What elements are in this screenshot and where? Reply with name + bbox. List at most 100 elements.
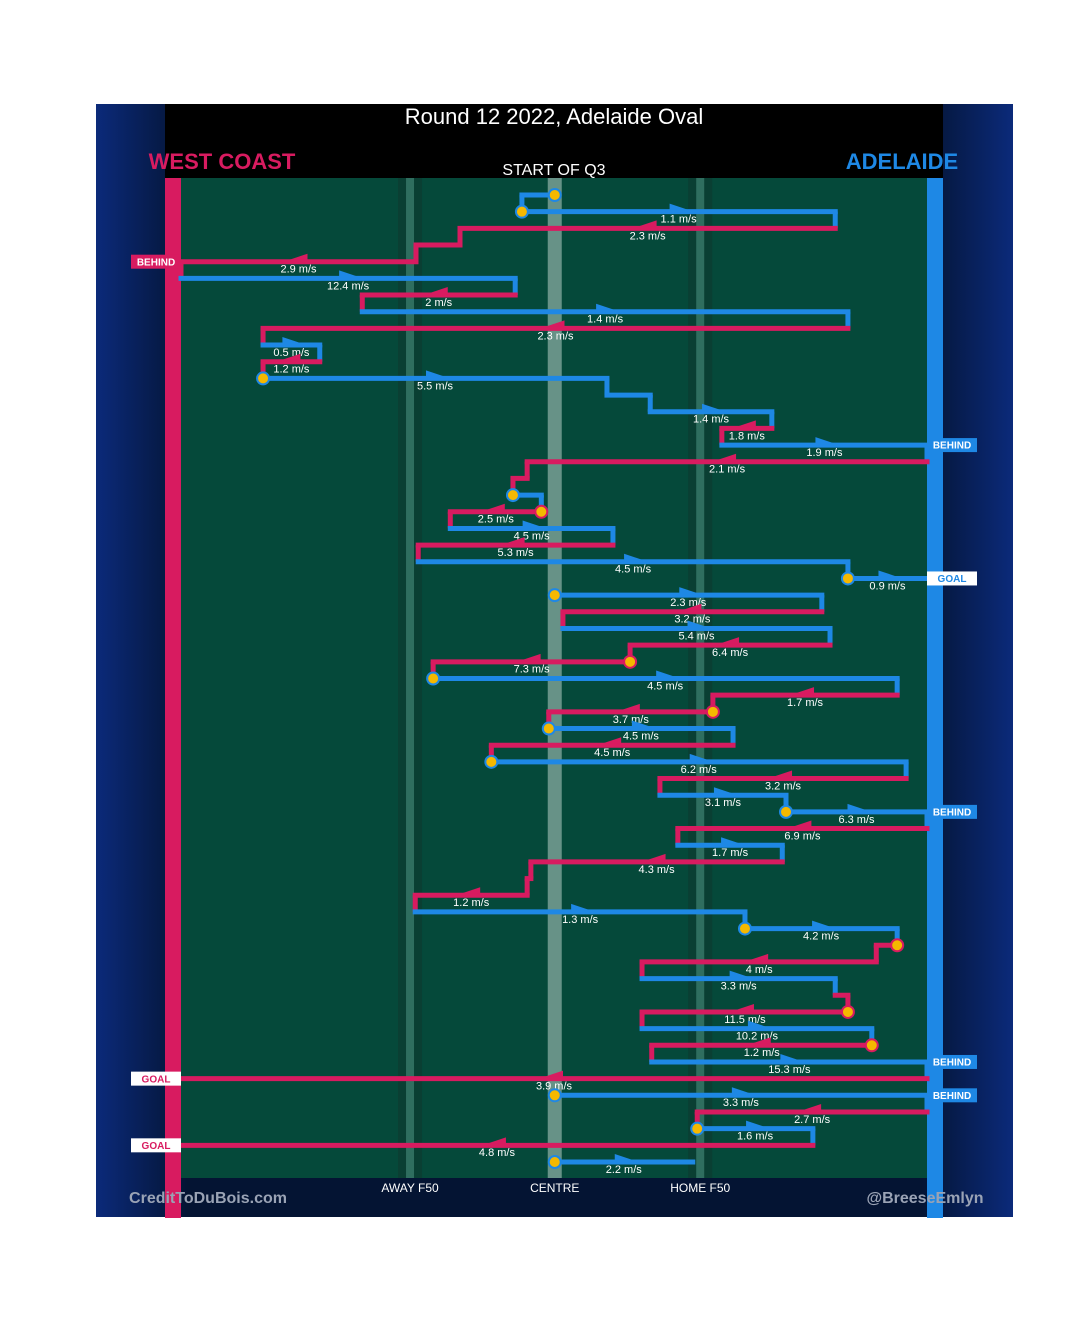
direction-arrow bbox=[487, 1137, 506, 1144]
result-box bbox=[927, 438, 977, 453]
result-box bbox=[927, 804, 977, 819]
speed-label: 1.6 m/s bbox=[737, 1131, 774, 1143]
team-name: WEST COAST bbox=[149, 149, 296, 174]
speed-label: 5.5 m/s bbox=[417, 380, 454, 392]
speed-label: 3.3 m/s bbox=[721, 981, 758, 993]
stoppage-dot bbox=[484, 754, 499, 769]
speed-label: 6.4 m/s bbox=[712, 647, 749, 659]
credit: CreditToDuBois.com bbox=[129, 1190, 287, 1207]
direction-arrow bbox=[624, 553, 643, 560]
stoppage-dot bbox=[623, 654, 638, 669]
speed-label: 7.3 m/s bbox=[514, 664, 551, 676]
result-box bbox=[927, 571, 977, 586]
zone-label: AWAY F50 bbox=[381, 1181, 439, 1195]
direction-arrow bbox=[731, 1087, 750, 1094]
direction-arrow bbox=[631, 720, 650, 727]
speed-label: 12.4 m/s bbox=[327, 280, 370, 292]
direction-arrow bbox=[522, 653, 541, 660]
speed-label: 1.8 m/s bbox=[729, 430, 766, 442]
result-box bbox=[131, 1138, 181, 1153]
direction-arrow bbox=[656, 670, 675, 677]
direction-arrow bbox=[878, 570, 897, 577]
result-label: BEHIND bbox=[933, 441, 971, 452]
speed-label: 1.9 m/s bbox=[806, 447, 843, 459]
direction-arrow bbox=[282, 337, 301, 344]
stoppage-dot bbox=[737, 921, 752, 936]
speed-label: 4.5 m/s bbox=[594, 747, 631, 759]
stoppage-dot bbox=[505, 488, 520, 503]
stoppage-dot bbox=[840, 1004, 855, 1019]
direction-arrow bbox=[812, 920, 831, 927]
speed-label: 2.1 m/s bbox=[709, 464, 746, 476]
direction-arrow bbox=[752, 1037, 771, 1044]
speed-label: 1.7 m/s bbox=[712, 847, 749, 859]
speed-label: 5.3 m/s bbox=[498, 547, 535, 559]
speed-label: 3.7 m/s bbox=[613, 714, 650, 726]
result-box bbox=[927, 1088, 977, 1103]
direction-arrow bbox=[702, 403, 721, 410]
speed-label: 4 m/s bbox=[746, 964, 773, 976]
direction-arrow bbox=[729, 970, 748, 977]
direction-arrow bbox=[718, 453, 737, 460]
direction-arrow bbox=[614, 1154, 633, 1160]
result-label: GOAL bbox=[142, 1141, 171, 1152]
direction-arrow bbox=[522, 520, 541, 527]
direction-arrow bbox=[545, 1070, 563, 1077]
stoppage-dot bbox=[426, 671, 441, 686]
speed-label: 6.9 m/s bbox=[784, 830, 821, 842]
direction-arrow bbox=[747, 1020, 766, 1027]
result-box bbox=[131, 1071, 181, 1086]
speed-label: 1.2 m/s bbox=[744, 1047, 781, 1059]
speed-label: 1.3 m/s bbox=[562, 914, 599, 926]
direction-arrow bbox=[603, 737, 622, 744]
direction-arrow bbox=[429, 287, 448, 294]
direction-arrow bbox=[803, 1103, 822, 1110]
speed-label: 1.4 m/s bbox=[693, 414, 730, 426]
direction-arrow bbox=[638, 220, 657, 227]
direction-arrow bbox=[721, 637, 740, 644]
direction-arrow bbox=[721, 837, 740, 844]
stoppage-dot bbox=[864, 1038, 879, 1053]
direction-arrow bbox=[462, 887, 481, 894]
direction-arrow bbox=[713, 787, 732, 794]
speed-label: 2.7 m/s bbox=[794, 1114, 831, 1126]
stoppage-dot bbox=[779, 804, 794, 819]
direction-arrow bbox=[679, 587, 698, 594]
result-label: GOAL bbox=[938, 574, 967, 585]
direction-arrow bbox=[750, 953, 769, 960]
subtitle: START OF Q3 bbox=[502, 162, 605, 179]
speed-label: 0.9 m/s bbox=[869, 580, 906, 592]
direction-arrow bbox=[689, 753, 708, 760]
direction-arrow bbox=[735, 1003, 754, 1010]
result-box bbox=[131, 254, 181, 269]
stoppage-dot bbox=[705, 704, 720, 719]
speed-label: 1.4 m/s bbox=[587, 314, 624, 326]
speed-label: 3.3 m/s bbox=[723, 1097, 760, 1109]
speed-label: 4.3 m/s bbox=[639, 864, 676, 876]
direction-arrow bbox=[669, 203, 688, 210]
speed-label: 4.5 m/s bbox=[623, 730, 660, 742]
zone-label: HOME F50 bbox=[670, 1181, 730, 1195]
stoppage-dot bbox=[541, 721, 556, 736]
zone-label: CENTRE bbox=[530, 1181, 579, 1195]
direction-arrow bbox=[596, 303, 615, 310]
speed-label: 11.5 m/s bbox=[724, 1014, 766, 1026]
speed-label: 3.2 m/s bbox=[674, 614, 711, 626]
speed-label: 4.5 m/s bbox=[647, 680, 684, 692]
speed-label: 0.5 m/s bbox=[273, 347, 310, 359]
direction-arrow bbox=[793, 820, 812, 827]
zone-line bbox=[406, 178, 415, 1178]
direction-arrow bbox=[546, 320, 565, 327]
direction-arrow bbox=[796, 687, 815, 694]
stoppage-dot bbox=[547, 1088, 562, 1103]
result-label: BEHIND bbox=[933, 808, 971, 819]
direction-arrow bbox=[774, 770, 793, 777]
result-label: BEHIND bbox=[933, 1091, 971, 1102]
speed-label: 3.9 m/s bbox=[536, 1081, 573, 1093]
direction-arrow bbox=[426, 370, 445, 377]
speed-label: 3.2 m/s bbox=[765, 780, 802, 792]
goal-line bbox=[165, 178, 181, 1218]
speed-label: 1.2 m/s bbox=[273, 364, 310, 376]
stoppage-dot bbox=[256, 371, 271, 386]
stoppage-dot bbox=[514, 204, 529, 219]
